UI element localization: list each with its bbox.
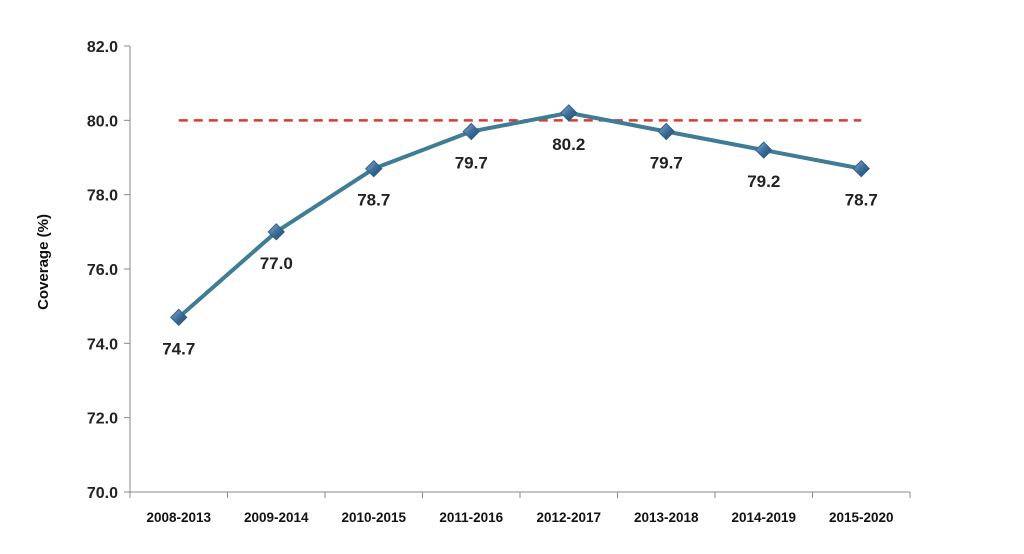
y-tick-label: 76.0 — [87, 262, 118, 279]
data-label: 78.7 — [357, 191, 390, 210]
x-tick-label: 2011-2016 — [439, 510, 503, 525]
x-ticks: 2008-2013 2009-2014 2010-2015 2011-2016 2012… — [129, 492, 911, 525]
data-point-marker — [267, 223, 285, 241]
data-label: 79.2 — [747, 172, 780, 191]
y-tick-label: 82.0 — [87, 39, 118, 56]
y-tick-label: 70.0 — [87, 485, 118, 502]
x-tick-label: 2012-2017 — [536, 510, 601, 525]
x-tick-label: 2009-2014 — [244, 510, 309, 525]
data-point-marker — [560, 104, 578, 122]
x-tick-label: 2014-2019 — [731, 510, 796, 525]
data-point-marker — [657, 122, 675, 141]
y-ticks: 70.0 72.0 74.0 76.0 78.0 80.0 82.0 — [87, 39, 130, 502]
x-tick-label: 2015-2020 — [829, 510, 894, 525]
data-point-marker — [462, 122, 480, 141]
data-label: 80.2 — [552, 135, 585, 154]
axes — [129, 46, 910, 493]
data-point-marker — [755, 141, 773, 159]
y-tick-label: 80.0 — [87, 113, 118, 130]
data-label: 74.7 — [162, 339, 195, 358]
x-tick-label: 2010-2015 — [341, 510, 406, 525]
series-line — [176, 110, 864, 320]
data-point-marker — [170, 308, 188, 327]
x-tick-label: 2008-2013 — [146, 510, 211, 525]
y-axis-label: Coverage (%) — [35, 214, 52, 310]
series-group — [170, 104, 870, 327]
data-label: 79.7 — [455, 153, 488, 172]
x-tick-label: 2013-2018 — [634, 510, 699, 525]
y-tick-label: 78.0 — [87, 188, 118, 205]
y-tick-label: 72.0 — [87, 411, 118, 428]
data-labels: 74.7 77.0 78.7 79.7 80.2 79.7 79.2 78.7 — [162, 135, 878, 358]
data-label: 79.7 — [650, 153, 683, 172]
data-point-marker — [852, 159, 870, 178]
y-tick-label: 74.0 — [87, 336, 118, 353]
data-label: 78.7 — [845, 191, 878, 210]
data-point-marker — [365, 159, 383, 178]
data-label: 77.0 — [260, 254, 293, 273]
